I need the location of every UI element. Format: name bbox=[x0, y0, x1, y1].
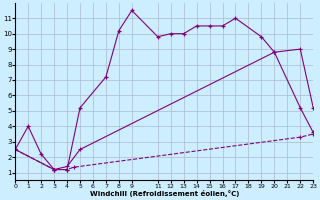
X-axis label: Windchill (Refroidissement éolien,°C): Windchill (Refroidissement éolien,°C) bbox=[90, 190, 239, 197]
